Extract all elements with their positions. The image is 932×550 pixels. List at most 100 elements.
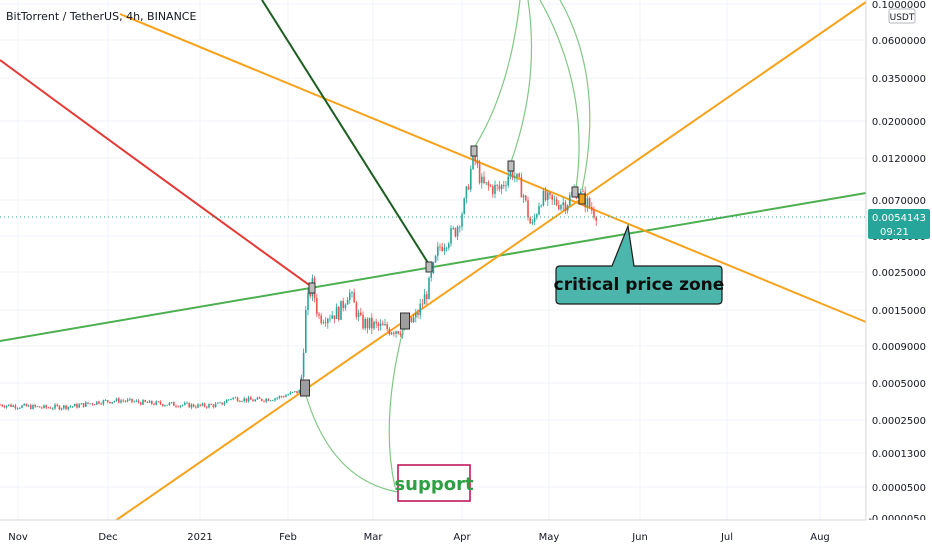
currency-badge[interactable] [888,8,916,24]
candle-body [397,331,399,334]
candle-body [214,403,217,407]
candle-body [157,401,160,403]
support-label: support [394,474,474,495]
candle-body [344,304,347,309]
candle-body [89,403,91,405]
price-axis-panel [866,0,932,550]
candle-body [377,323,380,327]
candle-body [10,404,12,407]
candle-body [159,401,162,405]
candle-body [87,402,89,404]
candle-body [478,164,481,183]
candle-body [254,399,256,402]
candle-body [247,397,250,402]
candle-body [252,399,254,402]
candle-body [129,398,131,400]
pivot-marker [571,186,579,198]
y-tick-label: 0.0009000 [872,342,926,353]
candle-body [74,404,76,407]
candle-body [417,312,419,315]
candle-body [195,406,197,408]
candle-body [531,221,534,224]
pivot-marker [470,145,478,157]
candle-body [173,402,175,406]
orange-support-line [114,1,867,522]
current-price-badge [868,209,930,239]
candle-body [450,228,452,244]
annotation-arc [473,0,521,149]
candle-body [219,402,221,404]
currency-badge-label: USDT [890,13,915,23]
pivot-marker [400,312,410,330]
candle-body [91,403,94,405]
candle-body [19,407,21,409]
candle-body [109,401,111,404]
candle-body [445,247,448,249]
candle-body [472,151,474,170]
candle-body [267,398,270,401]
candle-body [32,404,34,409]
y-tick-label: 0.0005000 [872,379,926,390]
candle-body [296,391,298,393]
candle-body [588,198,591,208]
candle-body [230,398,232,400]
candle-body [69,406,72,408]
candle-body [241,401,243,403]
candle-body [368,317,371,329]
candle-body [78,404,80,408]
candle-body [349,292,351,300]
candle-body [181,404,184,406]
candle-body [448,243,450,248]
candle-body [364,319,366,329]
candle-body [560,205,562,210]
candle-body [386,324,388,330]
candle-body [144,400,146,402]
candle-body [228,399,230,401]
candle-body [236,397,239,402]
candle-body [162,404,164,406]
candle-body [483,176,485,184]
candle-body [481,176,483,183]
candle-body [289,392,292,395]
candle-body [553,199,556,201]
candle-body [201,403,204,406]
candle-body [388,329,391,335]
candle-body [206,406,208,408]
candle-body [170,402,173,403]
candle-body [379,323,382,327]
candle-body [395,331,397,334]
y-tick-label: 0.0025000 [872,268,926,279]
y-tick-label: 0.0070000 [872,196,926,207]
candle-body [256,397,259,400]
y-tick-label: 0.0200000 [872,117,926,128]
candle-body [373,321,375,329]
candle-body [346,299,349,305]
candle-body [3,406,6,408]
candle-body [232,397,234,399]
candle-body [412,317,415,323]
candle-body [324,322,327,324]
candle-body [432,262,435,273]
pivot-marker [507,160,515,172]
candle-body [54,404,56,409]
candle-body [49,407,52,409]
annotation-arc [559,0,591,191]
candle-body [527,200,529,218]
current-price-label: 0.0054143 [872,213,926,224]
candle-body [23,403,25,406]
candle-body [362,315,364,329]
candle-body [465,186,468,199]
candle-body [124,400,127,402]
candle-body [302,352,305,377]
candle-body [118,398,120,403]
candle-body [65,405,67,410]
candle-body [316,297,318,314]
candle-body [217,402,219,404]
candle-body [505,185,507,187]
candle-body [496,184,498,186]
candle-body [291,391,294,393]
candle-body [43,405,45,408]
candle-body [390,332,393,335]
